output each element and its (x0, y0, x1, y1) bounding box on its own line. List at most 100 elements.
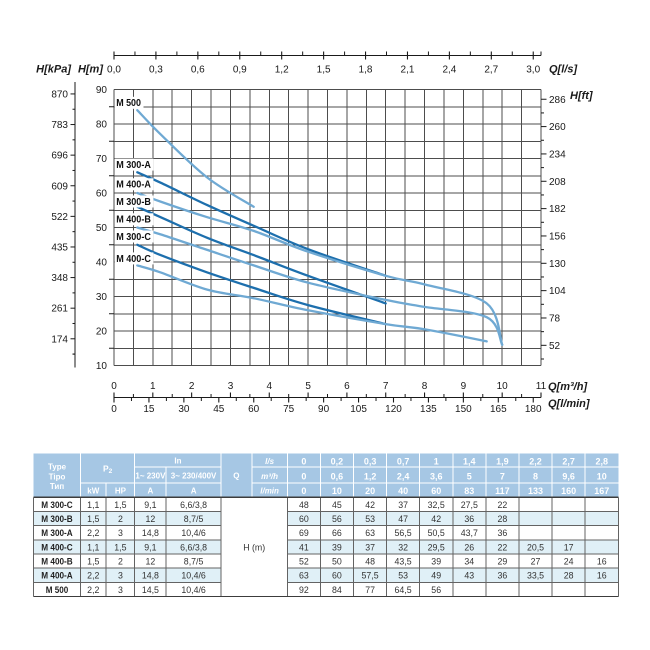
svg-text:M 300-A: M 300-A (41, 528, 73, 538)
svg-text:1,4: 1,4 (463, 457, 476, 467)
svg-text:24: 24 (564, 557, 574, 567)
svg-text:1,5: 1,5 (114, 542, 126, 552)
svg-text:42: 42 (431, 514, 441, 524)
svg-text:22: 22 (498, 542, 508, 552)
svg-text:167: 167 (594, 486, 609, 496)
svg-text:6,6/3,8: 6,6/3,8 (180, 542, 207, 552)
svg-text:17: 17 (564, 542, 574, 552)
svg-text:36: 36 (464, 514, 474, 524)
svg-text:Q[l/min]: Q[l/min] (548, 398, 590, 410)
svg-text:m³/h: m³/h (261, 472, 278, 481)
svg-text:M 300-A: M 300-A (116, 159, 151, 171)
svg-text:60: 60 (332, 571, 342, 581)
svg-text:41: 41 (299, 542, 309, 552)
svg-text:1,5: 1,5 (87, 514, 99, 524)
svg-text:29: 29 (498, 557, 508, 567)
svg-text:40: 40 (96, 258, 108, 269)
svg-text:7: 7 (500, 471, 505, 481)
svg-text:M 500: M 500 (116, 97, 141, 109)
svg-text:165: 165 (490, 404, 507, 415)
svg-text:1,1: 1,1 (87, 542, 99, 552)
svg-text:2,8: 2,8 (596, 457, 609, 467)
svg-text:Tipo: Tipo (49, 473, 66, 482)
svg-text:kW: kW (87, 486, 99, 495)
svg-text:3: 3 (228, 381, 234, 392)
svg-text:8: 8 (533, 471, 538, 481)
svg-text:P2: P2 (103, 463, 113, 475)
svg-text:92: 92 (299, 585, 309, 595)
svg-text:104: 104 (549, 286, 566, 297)
svg-text:63: 63 (299, 571, 309, 581)
svg-text:H[m]: H[m] (78, 64, 103, 76)
svg-text:M 300-C: M 300-C (116, 231, 151, 243)
svg-text:7: 7 (383, 381, 389, 392)
svg-text:174: 174 (51, 334, 68, 345)
svg-text:2,1: 2,1 (401, 65, 415, 76)
svg-text:33,5: 33,5 (527, 571, 544, 581)
svg-text:2: 2 (118, 557, 123, 567)
svg-text:37: 37 (365, 542, 375, 552)
svg-text:48: 48 (299, 500, 309, 510)
svg-text:Type: Type (48, 463, 67, 472)
svg-text:2,2: 2,2 (87, 528, 99, 538)
svg-text:0,9: 0,9 (233, 65, 247, 76)
svg-text:H[kPa]: H[kPa] (36, 64, 71, 76)
svg-text:8,7/5: 8,7/5 (184, 514, 204, 524)
svg-text:37: 37 (398, 500, 408, 510)
svg-text:1,2: 1,2 (364, 471, 377, 481)
svg-text:2,4: 2,4 (442, 65, 456, 76)
svg-text:69: 69 (299, 528, 309, 538)
svg-text:45: 45 (332, 500, 342, 510)
svg-text:A: A (191, 486, 197, 495)
svg-text:696: 696 (51, 151, 68, 162)
svg-text:10: 10 (96, 361, 108, 372)
svg-text:49: 49 (431, 571, 441, 581)
svg-text:160: 160 (561, 486, 576, 496)
svg-text:208: 208 (549, 177, 566, 188)
svg-text:20: 20 (96, 327, 108, 338)
svg-text:2,4: 2,4 (397, 471, 410, 481)
svg-text:14,5: 14,5 (142, 585, 159, 595)
svg-text:1,1: 1,1 (87, 500, 99, 510)
svg-text:27: 27 (531, 557, 541, 567)
svg-text:77: 77 (365, 585, 375, 595)
svg-text:3: 3 (118, 571, 123, 581)
svg-text:53: 53 (365, 514, 375, 524)
svg-text:3: 3 (118, 585, 123, 595)
svg-text:0,0: 0,0 (107, 65, 121, 76)
svg-text:133: 133 (528, 486, 543, 496)
svg-text:0: 0 (301, 457, 306, 467)
svg-text:0,3: 0,3 (364, 457, 377, 467)
svg-text:84: 84 (332, 585, 342, 595)
svg-text:9,6: 9,6 (562, 471, 575, 481)
svg-text:75: 75 (283, 404, 295, 415)
svg-text:10: 10 (332, 486, 342, 496)
svg-text:50: 50 (96, 223, 108, 234)
svg-text:56: 56 (332, 514, 342, 524)
svg-text:1,2: 1,2 (275, 65, 289, 76)
svg-text:l/s: l/s (265, 457, 274, 466)
svg-text:8,7/5: 8,7/5 (184, 557, 204, 567)
svg-text:5: 5 (467, 471, 472, 481)
svg-text:105: 105 (350, 404, 367, 415)
svg-text:l/min: l/min (260, 486, 279, 495)
svg-text:4: 4 (267, 381, 273, 392)
svg-text:3,0: 3,0 (526, 65, 540, 76)
svg-text:83: 83 (464, 486, 474, 496)
svg-text:150: 150 (455, 404, 472, 415)
svg-text:2,2: 2,2 (529, 457, 542, 467)
svg-text:M 400-C: M 400-C (41, 542, 73, 552)
svg-text:3~ 230/400V: 3~ 230/400V (171, 471, 217, 480)
svg-text:10: 10 (497, 381, 509, 392)
svg-text:36: 36 (498, 571, 508, 581)
svg-text:0,7: 0,7 (397, 457, 410, 467)
svg-text:40: 40 (398, 486, 408, 496)
svg-text:28: 28 (564, 571, 574, 581)
svg-text:2: 2 (118, 514, 123, 524)
svg-text:783: 783 (51, 120, 68, 131)
svg-text:6: 6 (344, 381, 350, 392)
svg-text:78: 78 (549, 314, 561, 325)
svg-text:1,5: 1,5 (114, 500, 126, 510)
svg-text:870: 870 (51, 89, 68, 100)
svg-text:8: 8 (422, 381, 428, 392)
